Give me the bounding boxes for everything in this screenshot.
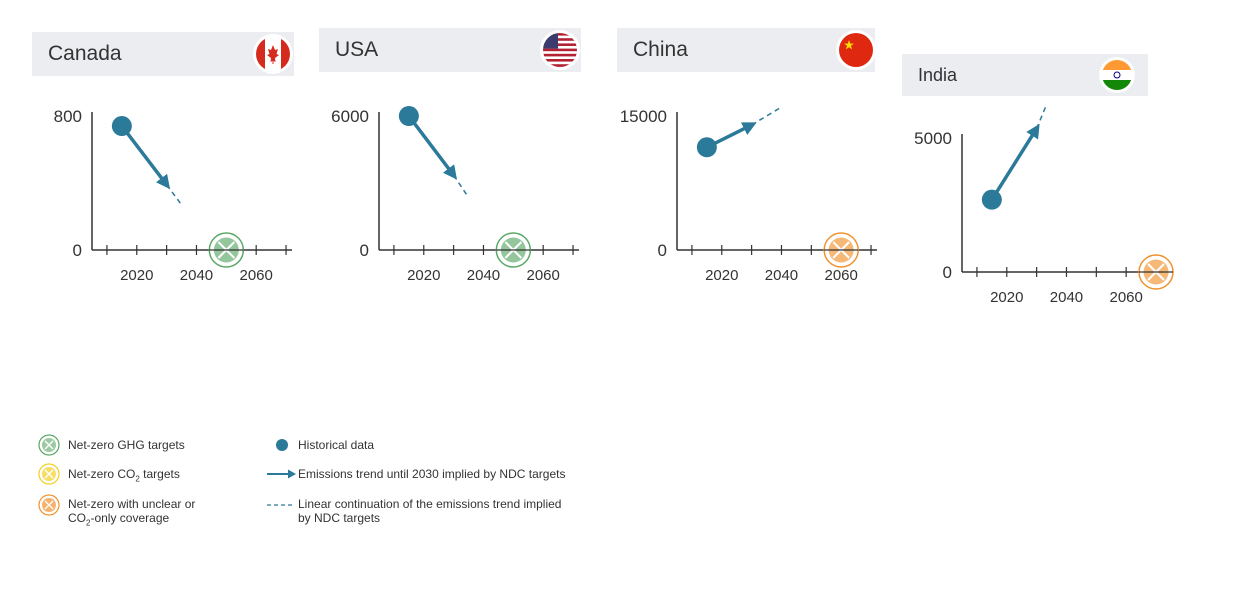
historical-point: [981, 189, 1002, 210]
legend-co2-suffix: targets: [139, 467, 180, 481]
legend-ghg-label: Net-zero GHG targets: [68, 438, 185, 452]
x-tick-label: 2060: [1109, 289, 1142, 306]
continuation-line: [751, 106, 782, 126]
canada-panel-header: Canada: [32, 32, 294, 76]
x-tick-label: 2040: [180, 267, 213, 284]
net-zero-marker: [1138, 254, 1174, 290]
x-tick-label: 2020: [990, 289, 1023, 306]
india-chart: 5000 0 2020 2040 2060: [914, 104, 1174, 306]
india-panel: India 5000 0 2020 2040 2060: [902, 54, 1192, 334]
usa-panel-header: USA: [319, 28, 581, 72]
legend-item-continuation: Linear continuation of the emissions tre…: [266, 497, 561, 525]
legend-co2-label: Net-zero CO2 targets: [68, 463, 180, 490]
china-flag-icon: [839, 33, 873, 67]
historical-point: [398, 106, 419, 126]
x-tick-label: 2020: [705, 267, 738, 284]
legend-unclear-line2-suffix: -only coverage: [90, 511, 170, 525]
china-chart: 15000 0 2020 2040 2060: [620, 106, 877, 284]
x-tick-label: 2040: [765, 267, 798, 284]
historical-point: [111, 116, 132, 137]
y-tick-label: 5000: [914, 129, 952, 148]
legend: Net-zero GHG targets Net-zero CO2 target…: [38, 434, 678, 544]
y-tick-label: 0: [943, 263, 952, 282]
legend-item-unclear: Net-zero with unclear or CO2-only covera…: [38, 494, 195, 530]
x-tick-label: 2060: [526, 267, 559, 284]
legend-item-ndc-trend: Emissions trend until 2030 implied by ND…: [266, 466, 565, 482]
y-tick-label: 0: [658, 241, 667, 260]
usa-panel-title: USA: [335, 38, 379, 61]
canada-chart: 800 0 2020 2040 2060: [54, 107, 292, 284]
usa-panel: USA 6000 0 2020 2040 2060: [319, 28, 609, 308]
legend-continuation-line2: by NDC targets: [298, 511, 381, 525]
usa-flag-icon: [543, 33, 577, 67]
legend-item-ghg: Net-zero GHG targets: [38, 434, 185, 456]
legend-unclear-line1: Net-zero with unclear or: [68, 497, 196, 511]
net-zero-ghg-icon: [38, 434, 60, 456]
y-tick-label: 15000: [620, 107, 667, 126]
legend-co2-prefix: Net-zero CO: [68, 467, 136, 481]
ndc-trend-arrow: [990, 123, 1040, 201]
legend-unclear-line2-prefix: CO: [68, 511, 86, 525]
china-panel: China 15000 0 2020 2040 2060: [617, 28, 907, 308]
canada-flag-icon: [256, 37, 290, 71]
legend-item-historical: Historical data: [266, 436, 374, 454]
usa-chart: 6000 0 2020 2040 2060: [331, 106, 579, 284]
ndc-trend-arrow: [407, 114, 458, 180]
india-panel-title: India: [918, 65, 958, 85]
china-panel-header: China: [617, 28, 875, 72]
canada-panel-title: Canada: [48, 42, 122, 65]
ndc-trend-arrow: [120, 124, 171, 190]
x-tick-label: 2060: [824, 267, 857, 284]
net-zero-marker: [208, 232, 245, 268]
net-zero-marker: [495, 232, 532, 268]
canada-panel: Canada 800 0 2020 2040 2060: [32, 32, 322, 312]
historical-point: [696, 137, 717, 158]
historical-dot-icon: [276, 439, 288, 451]
dashed-line-icon: [267, 504, 293, 506]
net-zero-marker: [823, 232, 859, 268]
legend-item-co2: Net-zero CO2 targets: [38, 463, 180, 490]
legend-co2-sub: 2: [135, 474, 140, 484]
y-tick-label: 6000: [331, 107, 369, 126]
net-zero-co2-icon: [38, 463, 60, 485]
legend-unclear-label: Net-zero with unclear or CO2-only covera…: [68, 497, 195, 530]
x-tick-label: 2060: [239, 267, 272, 284]
y-tick-label: 0: [360, 241, 369, 260]
legend-historical-label: Historical data: [298, 438, 375, 452]
x-tick-label: 2020: [407, 267, 440, 284]
x-tick-label: 2040: [1050, 289, 1083, 306]
china-panel-title: China: [633, 38, 688, 61]
legend-continuation-line1: Linear continuation of the emissions tre…: [298, 497, 562, 511]
y-tick-label: 0: [73, 241, 82, 260]
legend-ndc-trend-label: Emissions trend until 2030 implied by ND…: [298, 467, 566, 481]
legend-unclear-line2-sub: 2: [86, 518, 91, 528]
x-tick-label: 2040: [467, 267, 500, 284]
legend-continuation-label: Linear continuation of the emissions tre…: [298, 497, 561, 525]
y-tick-label: 800: [54, 107, 82, 126]
net-zero-unclear-icon: [38, 494, 60, 516]
trend-arrow-icon: [267, 469, 296, 479]
continuation-line: [453, 174, 470, 198]
india-flag-icon: [1102, 60, 1132, 90]
continuation-line: [1035, 104, 1048, 129]
continuation-line: [166, 184, 183, 206]
x-tick-label: 2020: [120, 267, 153, 284]
